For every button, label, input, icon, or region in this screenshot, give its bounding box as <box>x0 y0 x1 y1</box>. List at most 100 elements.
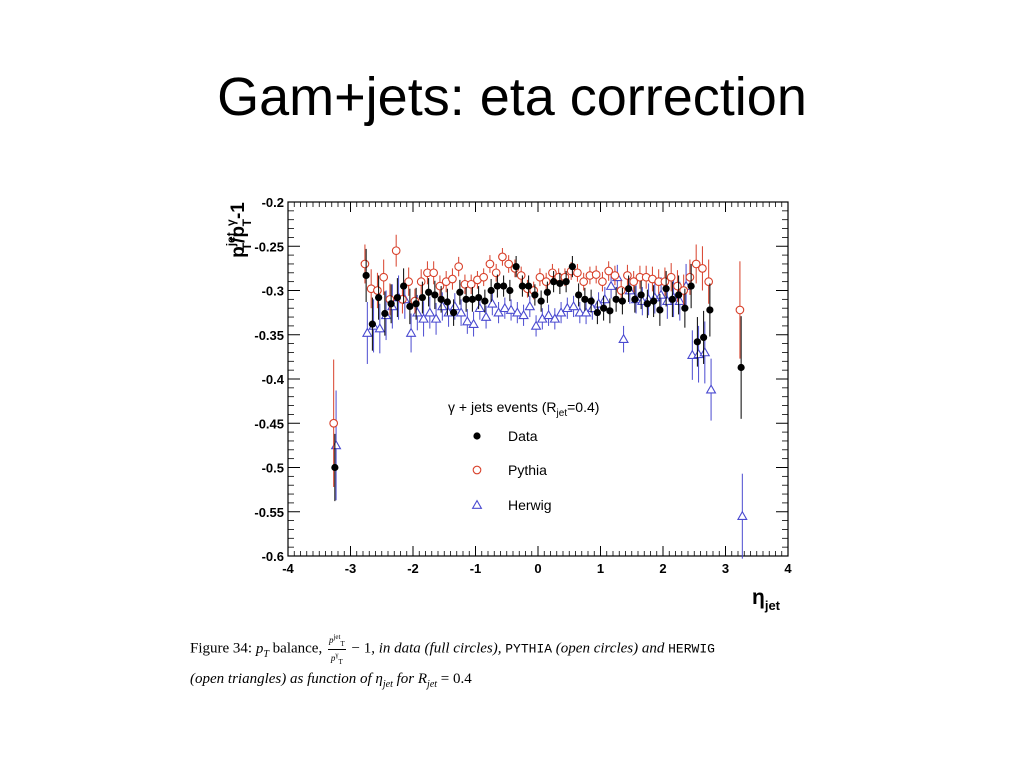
caption-r-symbol: R <box>417 670 428 687</box>
legend: γ + jets events (Rjet=0.4) Data Pythia Herw… <box>448 399 599 513</box>
data-point <box>418 293 426 302</box>
data-point <box>425 288 433 296</box>
slide-title: Gam+jets: eta correction <box>217 67 807 127</box>
pythia-point <box>416 277 426 286</box>
herwig-point <box>618 333 629 344</box>
y-axis-label: pjetT/pγ T-1 <box>224 202 254 258</box>
data-point <box>506 286 514 295</box>
x-tick-label: 1 <box>597 561 604 576</box>
data-point <box>581 295 589 303</box>
caption-line-2: (open triangles) as function of ηjet for… <box>190 667 830 697</box>
figure-caption: Figure 34: pT balance, pjetT pγT − 1, in… <box>190 632 830 697</box>
data-point <box>543 288 551 296</box>
pythia-point <box>466 279 476 289</box>
herwig-point <box>405 327 417 337</box>
herwig-point <box>493 307 504 317</box>
herwig-point <box>455 307 467 317</box>
caption-pt-symbol: p <box>255 640 264 657</box>
data-point <box>331 463 339 472</box>
x-tick-label: 0 <box>534 561 541 576</box>
data-point <box>587 297 595 305</box>
pythia-point <box>329 418 339 428</box>
data-series <box>329 234 748 559</box>
data-point <box>375 293 383 302</box>
data-point <box>512 263 520 271</box>
herwig-point <box>549 313 561 323</box>
pythia-point <box>548 268 557 278</box>
pythia-point <box>704 277 714 286</box>
herwig-point <box>361 327 373 337</box>
herwig-point <box>449 300 461 311</box>
x-tick-label: -3 <box>345 561 357 576</box>
pythia-point <box>454 262 464 271</box>
legend-marker-herwig <box>471 499 483 509</box>
pythia-point <box>616 286 626 295</box>
y-tick-label: -0.45 <box>254 416 284 431</box>
caption-fraction: pjetT pγT <box>327 632 346 667</box>
pythia-point <box>691 259 701 269</box>
caption-frac-num-sup: jet <box>333 633 341 641</box>
data-point <box>625 285 633 293</box>
herwig-point <box>436 300 448 311</box>
pythia-point <box>479 272 489 282</box>
data-point <box>737 363 745 372</box>
y-tick-label: -0.4 <box>262 372 285 387</box>
herwig-point <box>468 318 479 328</box>
caption-in-data: in data (full circles), <box>378 640 502 657</box>
y-tick-label: -0.6 <box>262 549 284 564</box>
herwig-point <box>461 315 473 326</box>
herwig-point <box>411 307 423 317</box>
data-point <box>618 297 626 305</box>
x-tick-label: 3 <box>722 561 729 576</box>
pythia-point <box>504 259 514 269</box>
data-point <box>500 282 508 290</box>
y-tick-label: -0.25 <box>254 239 284 254</box>
caption-line-1: Figure 34: pT balance, pjetT pγT − 1, in… <box>190 632 830 667</box>
data-point <box>381 309 389 318</box>
y-tick-label: -0.35 <box>254 328 284 343</box>
data-point <box>550 278 558 286</box>
herwig-point <box>593 298 604 308</box>
caption-for-text: for <box>396 670 415 687</box>
data-point <box>606 307 614 315</box>
pythia-point <box>379 272 389 282</box>
caption-pt-sub: T <box>263 648 269 660</box>
x-tick-label: -4 <box>282 561 294 576</box>
pythia-point <box>391 246 401 256</box>
series-data <box>331 248 745 502</box>
herwig-point <box>418 313 429 323</box>
herwig-point <box>424 307 436 317</box>
data-point <box>662 285 670 293</box>
data-point <box>406 302 414 311</box>
y-tick-label: -0.3 <box>262 284 284 299</box>
pythia-point <box>448 274 457 284</box>
caption-r-sub: jet <box>427 678 438 690</box>
data-point <box>693 338 701 346</box>
plot-area: -4 -3 -2 -1 0 1 2 3 4 -0.2 -0.25 -0.3 -0.35 -0.4 -0.4… <box>224 195 792 613</box>
herwig-point <box>555 307 567 317</box>
herwig-point <box>524 300 536 311</box>
data-point <box>656 306 664 314</box>
data-point <box>643 300 651 308</box>
data-point <box>537 297 545 305</box>
data-point <box>631 295 639 303</box>
pythia-point <box>591 270 601 279</box>
y-tick-label: -0.2 <box>262 195 284 210</box>
herwig-point <box>580 307 592 317</box>
data-point <box>575 291 583 299</box>
data-point <box>443 298 451 306</box>
data-point <box>400 282 408 290</box>
caption-frac-den: p <box>330 652 336 663</box>
data-point <box>600 304 608 312</box>
data-point <box>437 295 445 303</box>
herwig-point <box>699 346 711 357</box>
data-point <box>412 300 420 308</box>
pythia-point <box>404 277 414 286</box>
data-point <box>568 263 576 271</box>
herwig-point <box>655 289 667 299</box>
legend-label-pythia: Pythia <box>508 462 547 478</box>
data-point <box>531 291 539 299</box>
caption-frac-num-sub: T <box>340 639 345 648</box>
data-point <box>481 297 489 305</box>
herwig-point <box>599 293 611 304</box>
